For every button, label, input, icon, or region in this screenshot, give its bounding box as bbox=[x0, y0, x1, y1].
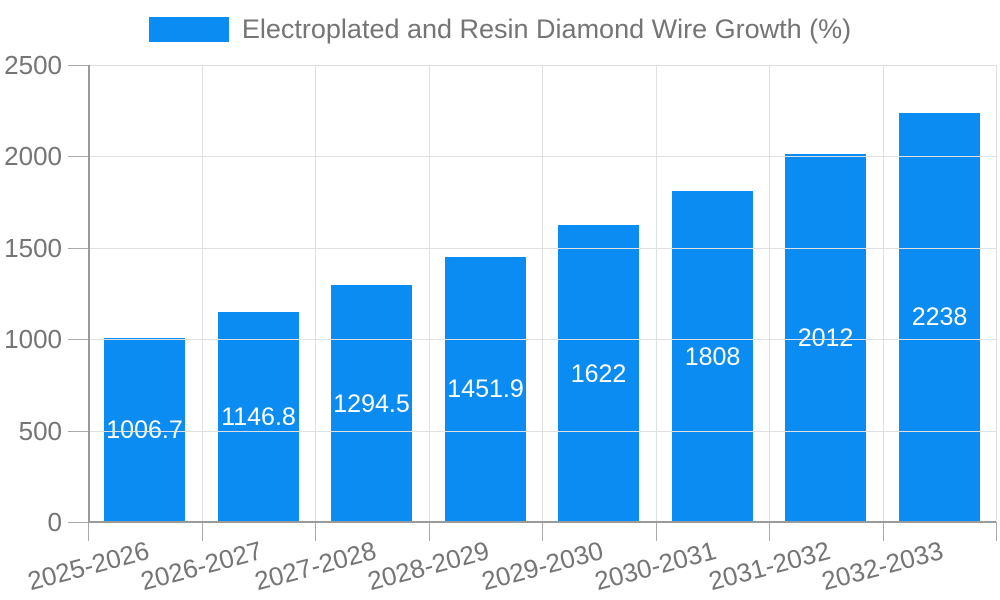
bar-value-label: 2012 bbox=[797, 324, 854, 352]
gridline-vertical bbox=[202, 65, 203, 522]
y-tick-label: 0 bbox=[47, 507, 62, 537]
y-axis-tick bbox=[68, 156, 88, 157]
bar-2031-2032[interactable] bbox=[785, 154, 866, 522]
y-tick-label: 1000 bbox=[4, 324, 62, 354]
bar-2025-2026[interactable] bbox=[104, 338, 185, 522]
bar-value-label: 1451.9 bbox=[447, 375, 524, 403]
y-axis-tick bbox=[68, 522, 88, 523]
bar-2028-2029[interactable] bbox=[445, 257, 526, 522]
gridline-vertical bbox=[429, 65, 430, 522]
x-axis-tick bbox=[996, 522, 997, 541]
x-axis-tick bbox=[542, 522, 543, 541]
y-tick-label: 2500 bbox=[4, 50, 62, 80]
bar-2032-2033[interactable] bbox=[899, 113, 980, 522]
gridline-vertical bbox=[769, 65, 770, 522]
gridline-vertical bbox=[542, 65, 543, 522]
bar-2026-2027[interactable] bbox=[218, 312, 299, 522]
gridline-vertical bbox=[883, 65, 884, 522]
gridline-vertical bbox=[315, 65, 316, 522]
x-axis-tick bbox=[88, 522, 89, 541]
legend[interactable]: Electroplated and Resin Diamond Wire Gro… bbox=[0, 14, 1000, 45]
legend-label: Electroplated and Resin Diamond Wire Gro… bbox=[241, 14, 852, 44]
y-axis-tick bbox=[68, 431, 88, 432]
y-axis-line bbox=[88, 65, 90, 522]
x-axis-tick bbox=[202, 522, 203, 541]
plot-area: 1006.7 1146.8 1294.5 1451.9 1622 1808 2012 2238 bbox=[88, 65, 996, 522]
bar-2029-2030[interactable] bbox=[558, 225, 639, 522]
x-axis-tick bbox=[429, 522, 430, 541]
y-tick-label: 1500 bbox=[4, 233, 62, 263]
gridline-vertical bbox=[996, 65, 997, 522]
x-axis-tick bbox=[315, 522, 316, 541]
y-axis-tick bbox=[68, 65, 88, 66]
y-axis-tick bbox=[68, 339, 88, 340]
bar-value-label: 1622 bbox=[570, 360, 627, 388]
bar-2027-2028[interactable] bbox=[331, 285, 412, 522]
y-axis-tick bbox=[68, 248, 88, 249]
y-tick-label: 500 bbox=[18, 416, 62, 446]
bar-value-label: 1006.7 bbox=[106, 416, 183, 444]
y-tick-label: 2000 bbox=[4, 141, 62, 171]
x-axis-tick bbox=[656, 522, 657, 541]
bar-value-label: 1146.8 bbox=[221, 403, 296, 431]
x-axis-tick bbox=[769, 522, 770, 541]
gridline-vertical bbox=[656, 65, 657, 522]
bar-value-label: 2238 bbox=[911, 303, 968, 331]
x-axis-tick bbox=[883, 522, 884, 541]
bar-2030-2031[interactable] bbox=[672, 191, 753, 522]
bar-value-label: 1808 bbox=[684, 343, 741, 371]
x-axis-line bbox=[88, 521, 996, 523]
legend-swatch bbox=[148, 17, 229, 42]
bar-value-label: 1294.5 bbox=[333, 390, 410, 418]
